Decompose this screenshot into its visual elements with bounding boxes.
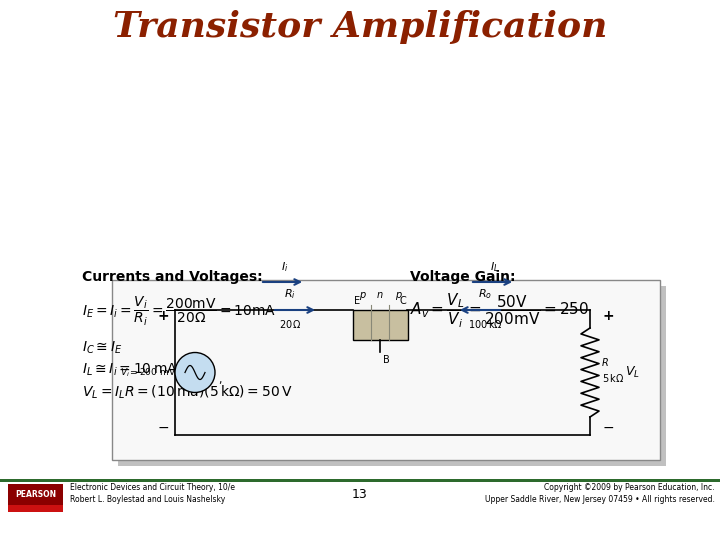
Text: PEARSON: PEARSON [15, 490, 56, 499]
Text: $R_o$: $R_o$ [478, 287, 492, 301]
Text: C: C [400, 296, 406, 306]
Text: $5\,\mathrm{k}\Omega$: $5\,\mathrm{k}\Omega$ [602, 372, 624, 383]
Text: p: p [395, 290, 401, 300]
Text: E: E [354, 296, 360, 306]
Text: $V_L$: $V_L$ [625, 365, 640, 380]
Text: ,: , [218, 375, 222, 386]
Text: +: + [157, 309, 168, 323]
Bar [8, 505, 63, 512]
Text: $100\,\mathrm{k}\Omega$: $100\,\mathrm{k}\Omega$ [467, 318, 503, 330]
Text: $A_v = \dfrac{V_L}{V_i} = \dfrac{50\mathrm{V}}{200\mathrm{mV}} = 250$: $A_v = \dfrac{V_L}{V_i} = \dfrac{50\math… [410, 292, 589, 330]
Bar [353, 310, 408, 340]
Circle shape [175, 353, 215, 393]
Text: Upper Saddle River, New Jersey 07459 • All rights reserved.: Upper Saddle River, New Jersey 07459 • A… [485, 496, 715, 504]
Text: n: n [377, 290, 383, 300]
Bar [112, 280, 660, 460]
Text: $I_L \cong I_i = 10\,\mathrm{mA}$: $I_L \cong I_i = 10\,\mathrm{mA}$ [82, 362, 178, 379]
Text: $20\,\Omega$: $20\,\Omega$ [279, 318, 302, 330]
Text: R: R [602, 357, 608, 368]
Text: p: p [359, 290, 365, 300]
Text: $I_C \cong I_E$: $I_C \cong I_E$ [82, 340, 122, 356]
Text: 13: 13 [352, 488, 368, 501]
Text: Voltage Gain:: Voltage Gain: [410, 270, 516, 284]
Text: Copyright ©2009 by Pearson Education, Inc.: Copyright ©2009 by Pearson Education, In… [544, 483, 715, 492]
Text: Electronic Devices and Circuit Theory, 10/e: Electronic Devices and Circuit Theory, 1… [70, 483, 235, 492]
Text: $I_E = I_i = \dfrac{V_i}{R_i} = \dfrac{200\mathrm{mV}}{20\Omega} = 10\mathrm{mA}: $I_E = I_i = \dfrac{V_i}{R_i} = \dfrac{2… [82, 295, 276, 328]
Text: $R_i$: $R_i$ [284, 287, 296, 301]
Text: Transistor Amplification: Transistor Amplification [113, 10, 607, 44]
Text: B: B [383, 355, 390, 365]
Bar [0, 479, 720, 482]
Text: +: + [602, 309, 614, 323]
Text: Robert L. Boylestad and Louis Nashelsky: Robert L. Boylestad and Louis Nashelsky [70, 496, 225, 504]
Text: $-$: $-$ [157, 420, 169, 434]
Text: $V_L = I_L R = (10\,\mathrm{ma})(5\,\mathrm{k}\Omega) = 50\,\mathrm{V}$: $V_L = I_L R = (10\,\mathrm{ma})(5\,\mat… [82, 384, 292, 401]
Bar [118, 286, 666, 466]
Bar [8, 484, 63, 512]
Text: $I_L$: $I_L$ [490, 260, 500, 274]
Text: $I_i$: $I_i$ [282, 260, 289, 274]
Text: $-$: $-$ [602, 420, 614, 434]
Text: Currents and Voltages:: Currents and Voltages: [82, 270, 263, 284]
Text: $V_i = 200\ \mathrm{mV}$: $V_i = 200\ \mathrm{mV}$ [120, 366, 176, 379]
